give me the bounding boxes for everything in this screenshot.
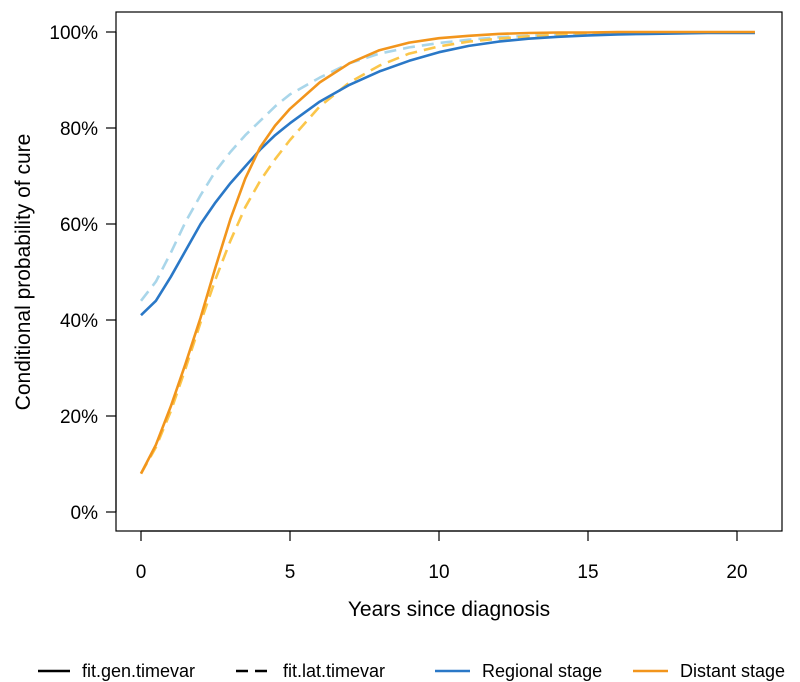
x-tick-label: 20	[726, 562, 747, 583]
y-axis-title: Conditional probability of cure	[12, 134, 35, 411]
x-axis-title: Years since diagnosis	[348, 598, 550, 621]
y-tick-label: 100%	[49, 23, 98, 44]
y-tick-label: 80%	[60, 119, 98, 140]
legend-label-distant-stage: Distant stage	[680, 661, 785, 681]
x-tick-label: 10	[428, 562, 449, 583]
y-tick-label: 60%	[60, 215, 98, 236]
plot-frame	[115, 11, 783, 532]
y-tick-label: 40%	[60, 311, 98, 332]
y-axis: 0% 20% 40% 60% 80% 100%	[49, 23, 117, 524]
x-tick-label: 0	[136, 562, 147, 583]
series-line-regional-stage-fit-lat-timevar	[139, 31, 755, 302]
x-tick-label: 15	[577, 562, 598, 583]
y-tick-label: 0%	[71, 503, 99, 524]
legend-label-regional-stage: Regional stage	[482, 661, 602, 681]
y-tick-label: 20%	[60, 407, 98, 428]
x-tick-label: 5	[285, 562, 296, 583]
series-line-distant-stage-fit-gen-timevar	[139, 30, 755, 475]
legend: fit.gen.timevar fit.lat.timevar Regional…	[38, 661, 785, 681]
x-axis: 0 5 10 15 20	[136, 530, 748, 583]
legend-label-fit-gen-timevar: fit.gen.timevar	[82, 661, 195, 681]
series-line-regional-stage-fit-gen-timevar	[140, 31, 755, 317]
series-line-distant-stage-fit-lat-timevar	[139, 31, 755, 475]
plot-lines	[139, 30, 755, 475]
legend-label-fit-lat-timevar: fit.lat.timevar	[283, 661, 385, 681]
